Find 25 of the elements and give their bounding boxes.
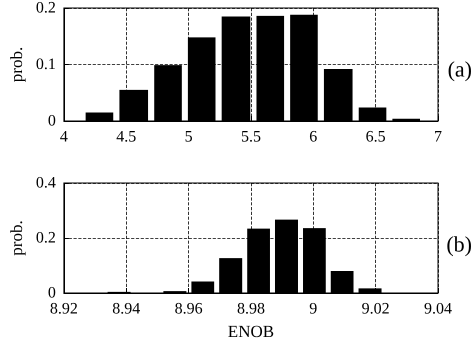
x-tick-label: 9.04: [424, 300, 452, 318]
y-axis-title: prob.: [7, 46, 26, 82]
x-tick-label: 8.94: [112, 300, 140, 318]
text: (a): [448, 56, 472, 82]
y-tick-label: 0.2: [36, 230, 56, 246]
x-tick-label: 8.92: [50, 300, 78, 318]
y-tick-label: 0.1: [36, 56, 56, 73]
y-tick-label: 0.2: [36, 0, 56, 16]
x-tick-label: 8.98: [236, 300, 265, 318]
x-tick-label: 9: [309, 300, 318, 318]
x-tick-label: 4.5: [116, 128, 136, 146]
y-tick-label: 0: [48, 284, 56, 302]
x-tick-label: 7: [434, 128, 442, 146]
x-tick-label: 4: [60, 128, 68, 146]
text: (b): [446, 232, 472, 256]
x-tick-label: 8.96: [174, 300, 203, 318]
x-tick-label: 9.02: [362, 300, 390, 318]
y-axis-title: prob.: [7, 220, 26, 256]
x-axis-title: ENOB: [228, 322, 274, 341]
x-tick-label: 6.5: [366, 128, 386, 146]
x-tick-label: 5.5: [240, 128, 261, 146]
x-tick-label: 5: [184, 128, 193, 146]
y-tick-label: 0.4: [36, 174, 56, 192]
y-tick-label: 0: [48, 112, 56, 130]
x-tick-label: 6: [309, 128, 318, 146]
